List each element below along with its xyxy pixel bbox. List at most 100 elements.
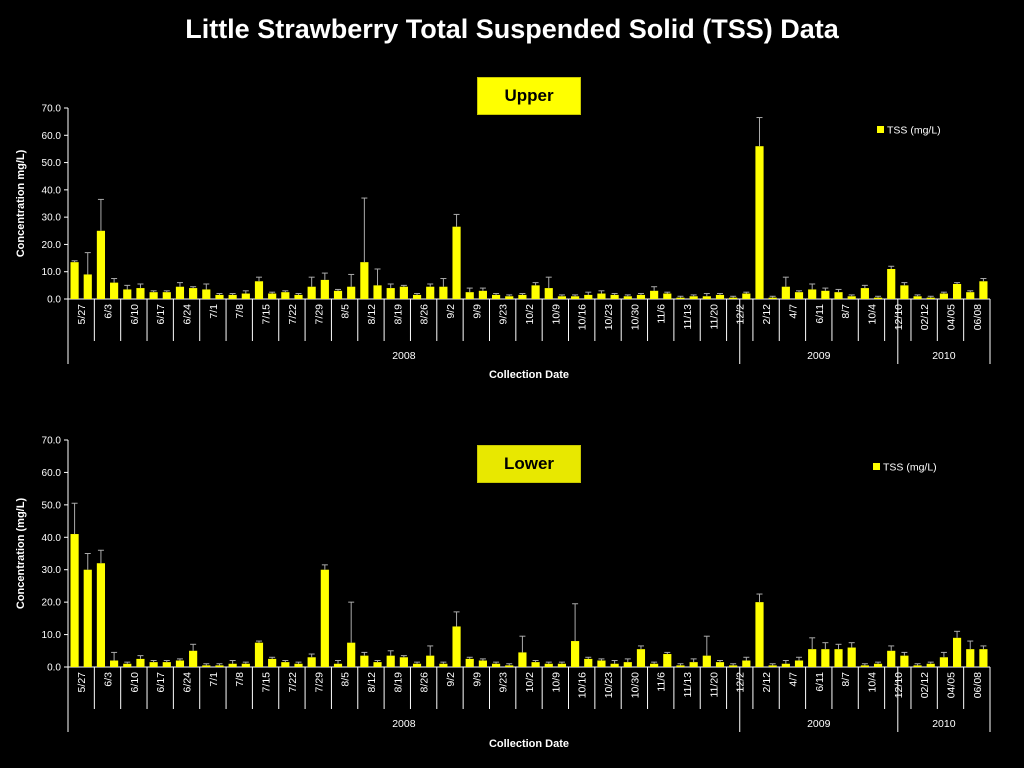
x-tick-label: 11/20	[708, 672, 720, 698]
x-tick-label: 2/12	[761, 672, 773, 693]
bar	[241, 293, 250, 299]
bar	[794, 292, 804, 299]
bar	[70, 534, 79, 667]
x-tick-label: 7/22	[287, 304, 299, 325]
bar	[465, 658, 474, 667]
bar	[808, 649, 817, 667]
bar	[320, 569, 329, 667]
bar	[887, 268, 896, 299]
x-tick-label: 06/08	[972, 672, 984, 698]
bar	[860, 288, 869, 299]
bar	[333, 663, 343, 667]
bar	[860, 665, 869, 667]
bar	[597, 293, 606, 299]
x-tick-label: 7/8	[234, 672, 246, 687]
bar	[136, 658, 145, 667]
x-tick-label: 10/23	[603, 672, 615, 698]
x-tick-label: 6/17	[155, 304, 167, 325]
bar	[768, 665, 777, 667]
bar	[505, 665, 514, 667]
x-tick-label: 06/08	[972, 304, 984, 330]
bar	[426, 286, 435, 299]
bar	[83, 569, 92, 667]
x-tick-label: 12/10	[893, 672, 905, 698]
x-tick-label: 7/22	[287, 672, 299, 693]
bar	[966, 292, 975, 299]
bar	[386, 655, 395, 667]
bar	[360, 655, 369, 667]
bar	[96, 230, 106, 299]
x-tick-label: 12/2	[735, 304, 747, 325]
y-tick-label: 40.0	[42, 533, 62, 544]
bar	[162, 662, 171, 667]
bar	[913, 296, 922, 299]
year-label: 2010	[932, 350, 956, 362]
x-tick-label: 10/30	[629, 304, 641, 330]
bar	[320, 279, 329, 299]
bar	[781, 286, 790, 299]
bar	[333, 290, 343, 299]
x-tick-label: 8/12	[366, 672, 378, 693]
bar	[584, 294, 593, 299]
x-tick-label: 8/12	[366, 304, 378, 325]
bar	[702, 296, 711, 299]
x-tick-label: 8/7	[840, 672, 852, 687]
x-tick-label: 6/10	[129, 304, 141, 325]
bar	[452, 226, 461, 299]
bar	[175, 660, 185, 667]
x-tick-label: 9/9	[471, 304, 483, 319]
x-tick-label: 7/15	[261, 304, 273, 325]
bar	[281, 662, 290, 667]
bar	[794, 660, 804, 667]
x-tick-label: 10/9	[550, 304, 562, 325]
x-tick-label: 7/1	[208, 304, 220, 319]
upper-panel-label: Upper	[477, 77, 581, 115]
bar	[834, 292, 843, 299]
x-tick-label: 6/10	[129, 672, 141, 693]
bar	[926, 297, 935, 299]
bar	[742, 293, 751, 299]
y-tick-label: 0.0	[47, 295, 61, 306]
y-axis-title: Concentration (mg/L)	[15, 498, 27, 610]
y-tick-label: 10.0	[42, 267, 62, 278]
y-tick-label: 70.0	[42, 104, 62, 115]
bar	[254, 281, 264, 299]
bar	[623, 662, 632, 667]
bar	[847, 296, 856, 299]
x-tick-label: 10/16	[577, 672, 589, 698]
x-tick-label: 9/2	[445, 304, 457, 319]
bar	[228, 294, 237, 299]
bar	[676, 297, 685, 299]
bar	[228, 663, 237, 667]
bar	[360, 262, 369, 299]
y-tick-label: 30.0	[42, 565, 62, 576]
bar	[202, 289, 211, 299]
x-tick-label: 12/2	[735, 672, 747, 693]
legend-swatch	[873, 463, 880, 470]
legend-swatch	[877, 126, 884, 133]
bar	[571, 296, 580, 299]
bar	[347, 642, 356, 667]
bar	[887, 650, 896, 667]
bar	[215, 294, 224, 299]
bar	[518, 294, 527, 299]
bar	[650, 290, 659, 299]
x-axis-title: Collection Date	[489, 738, 569, 750]
bar	[268, 293, 277, 299]
x-tick-label: 6/3	[103, 672, 115, 687]
bar	[83, 274, 92, 299]
bar	[386, 288, 395, 299]
bar	[663, 293, 672, 299]
bar	[755, 602, 764, 667]
bar	[821, 649, 830, 667]
bar	[952, 637, 962, 667]
x-tick-label: 9/9	[471, 672, 483, 687]
bar	[729, 665, 738, 667]
bar	[175, 286, 185, 299]
bar	[478, 290, 487, 299]
bar	[307, 657, 316, 667]
x-tick-label: 10/16	[577, 304, 589, 330]
bar	[202, 665, 211, 667]
x-tick-label: 8/7	[840, 304, 852, 319]
bar	[597, 660, 606, 667]
